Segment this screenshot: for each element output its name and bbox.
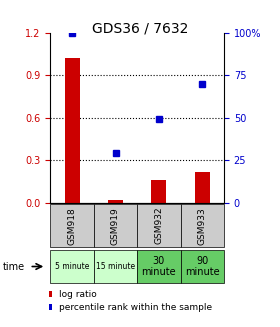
Text: percentile rank within the sample: percentile rank within the sample: [59, 303, 212, 312]
Text: GSM918: GSM918: [67, 207, 77, 245]
Text: 15 minute: 15 minute: [96, 262, 135, 271]
Text: GSM919: GSM919: [111, 207, 120, 245]
Bar: [64, 58, 80, 203]
Bar: [151, 180, 167, 203]
Text: GDS36 / 7632: GDS36 / 7632: [92, 21, 188, 35]
Text: 5 minute: 5 minute: [55, 262, 89, 271]
Text: 90
minute: 90 minute: [185, 256, 220, 277]
Bar: [108, 200, 123, 203]
Text: GSM932: GSM932: [154, 207, 164, 245]
Bar: [195, 172, 210, 203]
Text: 30
minute: 30 minute: [142, 256, 176, 277]
Text: GSM933: GSM933: [198, 207, 207, 245]
Text: log ratio: log ratio: [59, 290, 97, 299]
Text: time: time: [3, 262, 25, 271]
